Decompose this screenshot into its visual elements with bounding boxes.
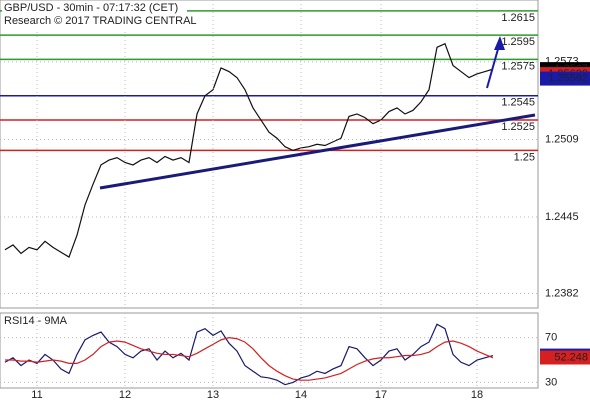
x-tick-label: 18 xyxy=(471,389,483,400)
price-tag-label: 1.25592 xyxy=(548,72,588,84)
arrow-head xyxy=(494,36,505,50)
level-label: 1.2545 xyxy=(501,97,535,109)
level-label: 1.25 xyxy=(514,151,535,163)
level-label: 1.2575 xyxy=(501,60,535,72)
x-tick-label: 14 xyxy=(295,389,307,400)
level-label: 1.2615 xyxy=(501,12,535,24)
series-line xyxy=(4,42,494,258)
main-panel xyxy=(0,0,539,309)
y-tick-label: 1.2573 xyxy=(545,56,579,68)
chart-title: GBP/USD - 30min - 07:17:32 (CET) xyxy=(4,2,178,14)
y-tick-label: 1.2445 xyxy=(545,211,579,223)
rsi-panel xyxy=(0,312,539,389)
rsi-title: RSI14 - 9MA xyxy=(4,315,68,327)
x-tick-label: 17 xyxy=(375,389,387,400)
level-label: 1.2525 xyxy=(501,121,535,133)
price-tag-box xyxy=(540,71,590,86)
y-tick-label: 70 xyxy=(545,332,557,344)
y-tick-label: 1.2382 xyxy=(545,287,579,299)
x-tick-label: 11 xyxy=(31,389,42,400)
price-tag-label: 52.248 xyxy=(554,351,588,363)
y-tick-label: 30 xyxy=(545,376,557,388)
x-tick-label: 13 xyxy=(207,389,219,400)
price-tag-box xyxy=(540,350,590,365)
title-bg xyxy=(2,2,187,30)
chart-subtitle: Research © 2017 TRADING CENTRAL xyxy=(4,15,197,27)
series-line xyxy=(5,337,494,381)
x-tick-label: 12 xyxy=(119,389,131,400)
trendline xyxy=(99,113,536,190)
y-tick-label: 1.2509 xyxy=(545,133,579,145)
level-label: 1.2595 xyxy=(501,36,535,48)
